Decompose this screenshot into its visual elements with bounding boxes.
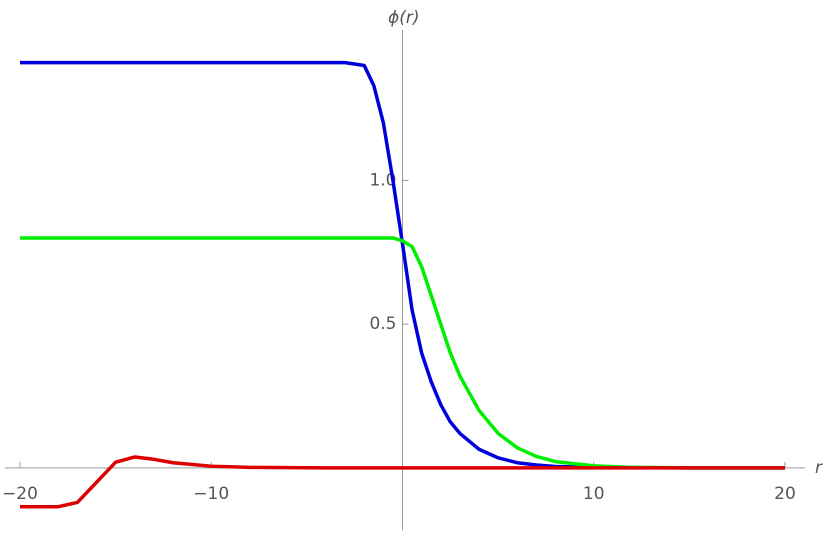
x-axis-label: r (815, 458, 823, 478)
data-line (20, 60, 785, 470)
x-tick-label: 20 (774, 484, 796, 504)
y-axis-label: ϕ(r) (388, 8, 419, 28)
y-tick-label: 1.0 (369, 170, 396, 190)
x-tick-label: −10 (193, 484, 229, 504)
y-tick-label: 0.5 (369, 314, 396, 334)
data-line (20, 236, 785, 470)
data-line (20, 455, 785, 509)
x-tick-label: −20 (2, 484, 38, 504)
x-tick-label: 10 (583, 484, 605, 504)
